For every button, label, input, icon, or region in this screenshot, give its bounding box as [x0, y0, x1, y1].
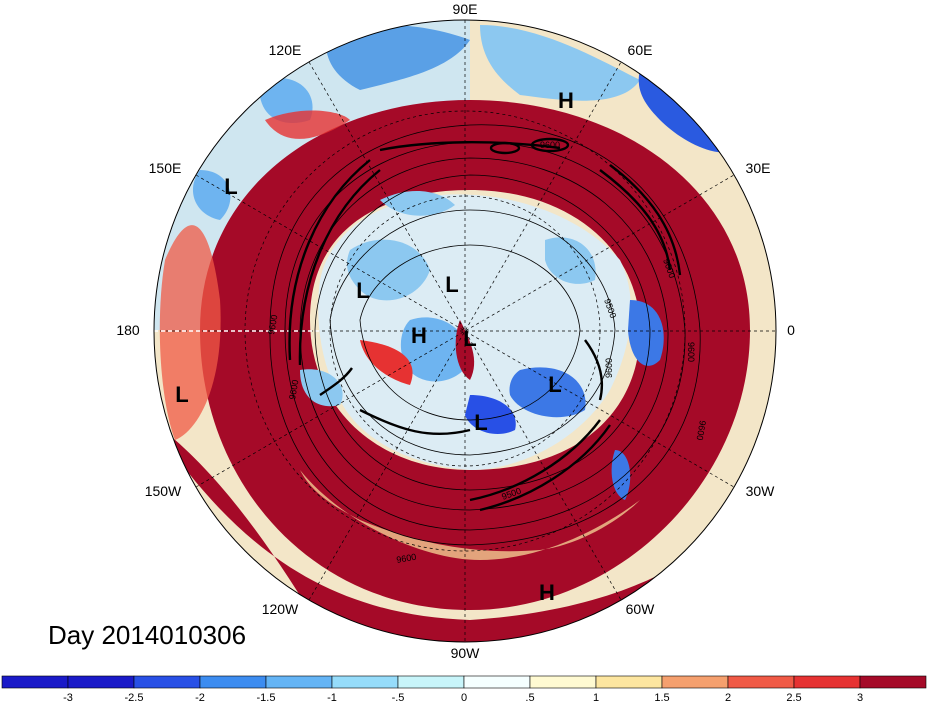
low-marker: L	[445, 272, 458, 297]
colorbar-box	[727, 675, 795, 689]
low-marker: L	[548, 372, 561, 397]
high-marker: H	[558, 88, 574, 113]
colorbar-tick-label: .5	[525, 692, 534, 702]
pressure-centers: H L L L H L L L L H H	[175, 88, 574, 605]
map-boundary	[153, 19, 777, 643]
contour-label: 9600	[686, 342, 696, 362]
colorbar-tick-label: 2.5	[786, 692, 801, 702]
low-marker: L	[356, 278, 369, 303]
colorbar-box	[661, 675, 729, 689]
lon-label-30w: 30W	[746, 483, 776, 499]
lon-label-120w: 120W	[262, 601, 299, 617]
colorbar-box	[67, 675, 135, 689]
colorbar-tick-label: -1.5	[257, 692, 276, 702]
contour-label: 9600	[695, 420, 708, 441]
lon-label-0: 0	[787, 322, 795, 338]
contour-label: 9600	[266, 314, 279, 335]
lon-label-150w: 150W	[145, 483, 182, 499]
colorbar-tick-label: 2	[725, 692, 731, 702]
colorbar-box	[463, 675, 531, 689]
colorbar-box	[265, 675, 333, 689]
low-marker: L	[463, 326, 476, 351]
anomaly-field	[154, 20, 776, 642]
colorbar-box	[595, 675, 663, 689]
lon-label-60w: 60W	[626, 601, 656, 617]
colorbar-tick-label: 3	[857, 692, 863, 702]
colorbar-box	[1, 675, 69, 689]
high-marker: H	[539, 580, 555, 605]
lon-label-90e: 90E	[453, 1, 478, 17]
colorbar-box	[397, 675, 465, 689]
colorbar-tick-label: 0	[461, 692, 467, 702]
low-marker: L	[224, 174, 237, 199]
colorbar-box	[133, 675, 201, 689]
contour-label: 9600	[540, 140, 560, 150]
colorbar-tick-label: 1	[593, 692, 599, 702]
lon-label-150e: 150E	[149, 160, 182, 176]
colorbar-box	[793, 675, 861, 689]
date-title: Day 2014010306	[48, 620, 247, 650]
colorbar-box	[199, 675, 267, 689]
lon-label-30e: 30E	[746, 160, 771, 176]
colorbar-tick-label: -3	[63, 692, 73, 702]
low-marker: L	[474, 410, 487, 435]
colorbar-tick-label: -.5	[392, 692, 405, 702]
high-marker: L	[175, 382, 188, 407]
colorbar-tick-label: -2	[195, 692, 205, 702]
contour-label: 9600	[287, 379, 300, 400]
lon-label-120e: 120E	[269, 42, 302, 58]
lon-label-180: 180	[116, 322, 140, 338]
colorbar-box	[859, 675, 927, 689]
lon-label-90w: 90W	[451, 645, 481, 661]
contour-label: 9600	[604, 358, 614, 378]
colorbar-box	[529, 675, 597, 689]
colorbar-tick-label: -2.5	[125, 692, 144, 702]
high-marker: H	[411, 323, 427, 348]
colorbar-box	[331, 675, 399, 689]
colorbar-tick-label: -1	[327, 692, 337, 702]
longitude-labels: 90E 120E 60E 150E 30E 180 0 150W 30W 120…	[116, 1, 795, 661]
colorbar-tick-label: 1.5	[654, 692, 669, 702]
contour-label: 9600	[396, 552, 417, 565]
lon-label-60e: 60E	[628, 42, 653, 58]
contour-labels: 9600 9600 9600 9600 9500 9600 9600 9500 …	[266, 140, 708, 565]
colorbar: -3 -2.5 -2 -1.5 -1 -.5 0 .5 1 1.5 2 2.5 3	[1, 675, 927, 702]
